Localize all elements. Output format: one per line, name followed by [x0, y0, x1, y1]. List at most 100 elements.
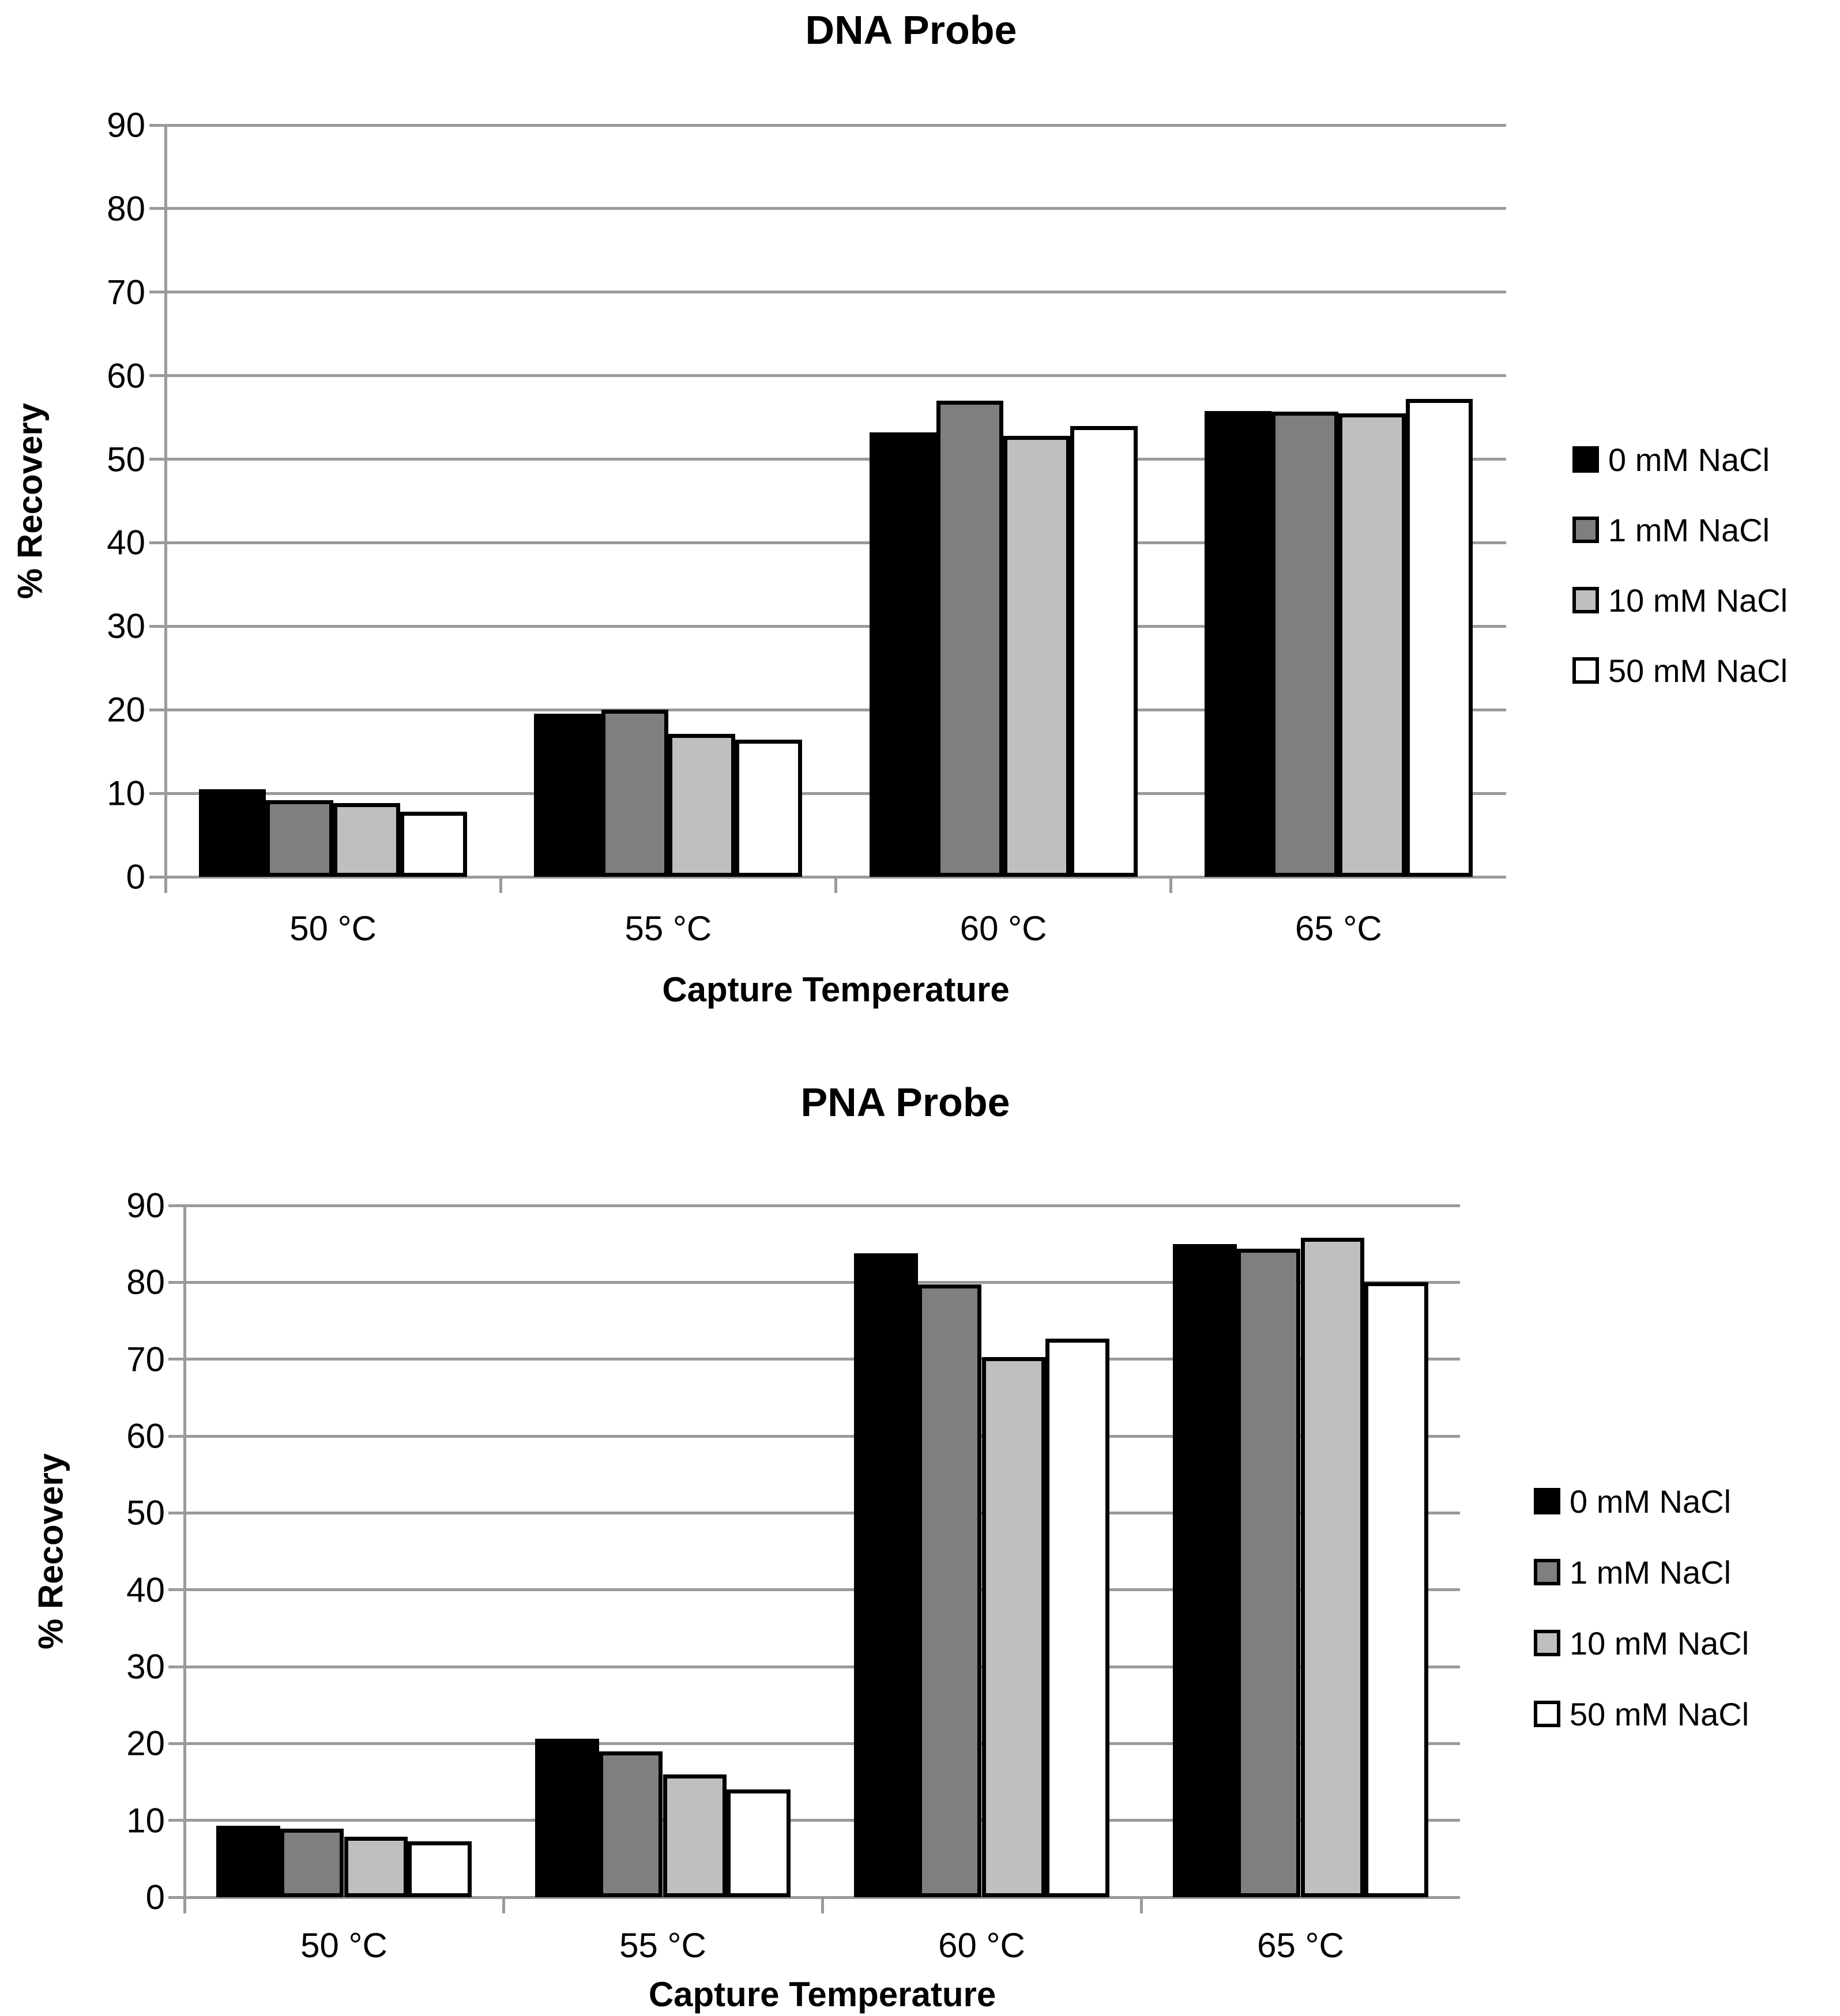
gridline-30 — [185, 1665, 1460, 1668]
bar-0-mm-nacl-60-c — [854, 1253, 918, 1897]
x-category-label-60-c: 60 °C — [938, 1926, 1025, 1965]
gridline-80 — [165, 207, 1506, 210]
y-tick-60 — [168, 1434, 185, 1438]
y-tick-label-20: 20 — [126, 1724, 165, 1763]
x-category-label-65-c: 65 °C — [1295, 909, 1382, 948]
x-boundary-tick — [834, 877, 837, 893]
y-tick-70 — [168, 1358, 185, 1361]
bar-50-mm-nacl-55-c — [735, 740, 803, 877]
x-boundary-tick — [1169, 877, 1173, 893]
legend-item-10-mm-nacl: 10 mM NaCl — [1572, 582, 1788, 619]
gridline-50 — [165, 458, 1506, 461]
legend-marker-0-mm-nacl — [1534, 1488, 1560, 1514]
gridline-90 — [165, 123, 1506, 127]
legend-marker-1-mm-nacl — [1572, 517, 1599, 543]
bar-10-mm-nacl-60-c — [981, 1356, 1046, 1897]
gridline-20 — [185, 1742, 1460, 1745]
y-tick-label-60: 60 — [107, 356, 145, 395]
x-axis-title: Capture Temperature — [648, 1975, 996, 2014]
bar-1-mm-nacl-55-c — [601, 710, 668, 877]
legend-item-1-mm-nacl: 1 mM NaCl — [1572, 512, 1770, 548]
x-category-label-55-c: 55 °C — [624, 909, 712, 948]
x-category-label-50-c: 50 °C — [300, 1926, 387, 1965]
legend-marker-0-mm-nacl — [1572, 446, 1599, 473]
y-tick-label-80: 80 — [107, 189, 145, 228]
gridline-70 — [185, 1358, 1460, 1361]
y-tick-label-70: 70 — [107, 273, 145, 312]
y-tick-0 — [168, 1896, 185, 1899]
gridline-70 — [165, 291, 1506, 294]
gridline-30 — [165, 624, 1506, 628]
legend-item-0-mm-nacl: 0 mM NaCl — [1534, 1483, 1731, 1520]
x-boundary-tick — [1139, 1897, 1143, 1913]
legend-item-1-mm-nacl: 1 mM NaCl — [1534, 1554, 1731, 1591]
gridline-20 — [165, 708, 1506, 711]
y-tick-30 — [149, 624, 165, 628]
bar-1-mm-nacl-65-c — [1236, 1248, 1301, 1897]
y-tick-label-60: 60 — [126, 1416, 165, 1456]
y-tick-label-10: 10 — [126, 1801, 165, 1840]
legend-item-50-mm-nacl: 50 mM NaCl — [1572, 653, 1788, 689]
bar-50-mm-nacl-50-c — [400, 811, 468, 877]
bar-1-mm-nacl-60-c — [917, 1284, 982, 1897]
y-tick-80 — [149, 207, 165, 210]
y-tick-label-80: 80 — [126, 1263, 165, 1302]
legend-item-50-mm-nacl: 50 mM NaCl — [1534, 1696, 1749, 1732]
legend-label-10-mm-nacl: 10 mM NaCl — [1608, 582, 1788, 619]
bar-50-mm-nacl-65-c — [1364, 1282, 1428, 1897]
bar-1-mm-nacl-50-c — [280, 1829, 344, 1897]
y-tick-20 — [149, 708, 165, 711]
y-tick-label-30: 30 — [107, 606, 145, 646]
x-boundary-tick — [499, 877, 502, 893]
gridline-10 — [165, 792, 1506, 795]
legend-label-50-mm-nacl: 50 mM NaCl — [1570, 1695, 1749, 1732]
y-axis-line — [183, 1205, 186, 1913]
legend-label-1-mm-nacl: 1 mM NaCl — [1570, 1554, 1732, 1591]
x-category-label-50-c: 50 °C — [289, 909, 377, 948]
bar-1-mm-nacl-55-c — [599, 1751, 663, 1897]
bar-0-mm-nacl-55-c — [534, 714, 601, 877]
gridline-50 — [185, 1511, 1460, 1514]
bar-0-mm-nacl-50-c — [216, 1826, 280, 1897]
y-tick-label-40: 40 — [107, 523, 145, 562]
legend-marker-50-mm-nacl — [1572, 657, 1599, 684]
y-tick-label-10: 10 — [107, 774, 145, 813]
y-tick-0 — [149, 875, 165, 879]
y-tick-label-70: 70 — [126, 1340, 165, 1379]
bar-10-mm-nacl-65-c — [1300, 1238, 1365, 1897]
y-tick-50 — [168, 1511, 185, 1514]
y-tick-70 — [149, 291, 165, 294]
legend-label-0-mm-nacl: 0 mM NaCl — [1570, 1483, 1732, 1520]
y-tick-20 — [168, 1742, 185, 1745]
x-boundary-tick — [502, 1897, 505, 1913]
legend-marker-10-mm-nacl — [1534, 1630, 1560, 1656]
bar-10-mm-nacl-50-c — [333, 803, 400, 877]
x-category-label-65-c: 65 °C — [1257, 1926, 1344, 1965]
bar-10-mm-nacl-60-c — [1003, 435, 1071, 877]
y-tick-10 — [168, 1819, 185, 1822]
legend-marker-1-mm-nacl — [1534, 1559, 1560, 1585]
y-tick-label-50: 50 — [126, 1493, 165, 1532]
bar-50-mm-nacl-65-c — [1405, 399, 1473, 877]
gridline-60 — [165, 374, 1506, 378]
x-boundary-tick — [821, 1897, 824, 1913]
legend-label-1-mm-nacl: 1 mM NaCl — [1608, 511, 1770, 548]
gridline-60 — [185, 1434, 1460, 1438]
y-tick-60 — [149, 374, 165, 378]
bar-50-mm-nacl-50-c — [408, 1841, 472, 1897]
bar-50-mm-nacl-60-c — [1045, 1338, 1109, 1897]
y-tick-label-0: 0 — [126, 857, 145, 896]
y-tick-label-90: 90 — [126, 1186, 165, 1225]
bar-0-mm-nacl-50-c — [199, 789, 266, 877]
gridline-40 — [185, 1588, 1460, 1592]
y-tick-label-30: 30 — [126, 1647, 165, 1686]
bar-0-mm-nacl-65-c — [1173, 1243, 1237, 1897]
bar-10-mm-nacl-55-c — [663, 1774, 727, 1897]
bar-50-mm-nacl-60-c — [1070, 425, 1138, 877]
bar-10-mm-nacl-55-c — [668, 734, 736, 877]
y-axis-title: % Recovery — [31, 1453, 70, 1650]
bar-1-mm-nacl-65-c — [1271, 411, 1339, 877]
gridline-80 — [185, 1280, 1460, 1284]
